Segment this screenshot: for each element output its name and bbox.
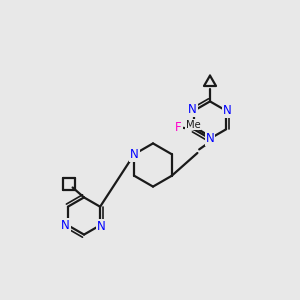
Text: N: N [223,104,232,117]
Text: N: N [130,148,139,161]
Text: N: N [206,132,214,145]
Text: Me: Me [185,119,200,130]
Text: N: N [97,220,106,233]
Text: F: F [175,121,181,134]
Text: N: N [61,219,70,232]
Text: N: N [188,103,197,116]
